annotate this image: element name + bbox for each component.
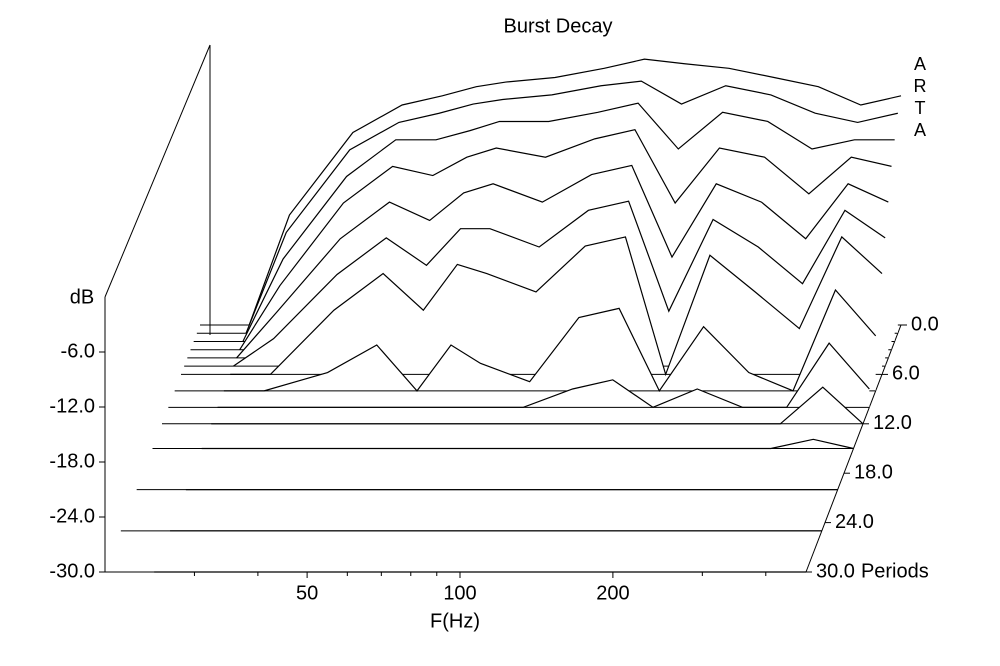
slice-fill: [162, 387, 863, 424]
slice-line: [245, 80, 898, 334]
brand-letter: R: [914, 76, 927, 96]
slice-fill: [152, 439, 854, 449]
x-tick-label: 100: [443, 582, 476, 604]
slice-line: [236, 164, 889, 359]
slice-fill: [174, 290, 876, 391]
y-tick-label: -18.0: [49, 450, 95, 472]
slice-line: [217, 342, 870, 409]
chart-title: Burst Decay: [504, 15, 613, 37]
x-tick-label: 200: [596, 582, 629, 604]
z-axis-label: Periods: [861, 560, 929, 582]
slice-line: [239, 129, 892, 351]
z-tick-label: 12.0: [873, 412, 912, 434]
slice-line: [223, 288, 877, 393]
slice-line: [233, 200, 886, 367]
y-tick-label: -30.0: [49, 560, 95, 582]
slice-line: [242, 102, 895, 342]
z-tick-label: 18.0: [854, 461, 893, 483]
y-tick-label: -24.0: [49, 505, 95, 527]
slice-line: [230, 235, 883, 377]
y-tick-label: -12.0: [49, 395, 95, 417]
slice-line: [211, 386, 864, 425]
slice-line: [201, 438, 854, 450]
depth-axis-left: [104, 44, 211, 298]
brand-letter: A: [914, 120, 926, 140]
z-tick-label: 0.0: [911, 313, 939, 335]
slice-fill: [168, 343, 870, 408]
z-tick-label: 30.0: [816, 560, 855, 582]
brand-letter: T: [915, 98, 926, 118]
z-tick-label: 6.0: [892, 363, 920, 385]
z-tick-label: 24.0: [835, 511, 874, 533]
x-tick-label: 50: [296, 582, 318, 604]
slice-line: [248, 58, 902, 326]
y-axis-label: dB: [70, 286, 94, 308]
x-axis-label: F(Hz): [430, 610, 480, 632]
y-tick-label: -6.0: [61, 340, 95, 362]
brand-letter: A: [914, 54, 926, 74]
